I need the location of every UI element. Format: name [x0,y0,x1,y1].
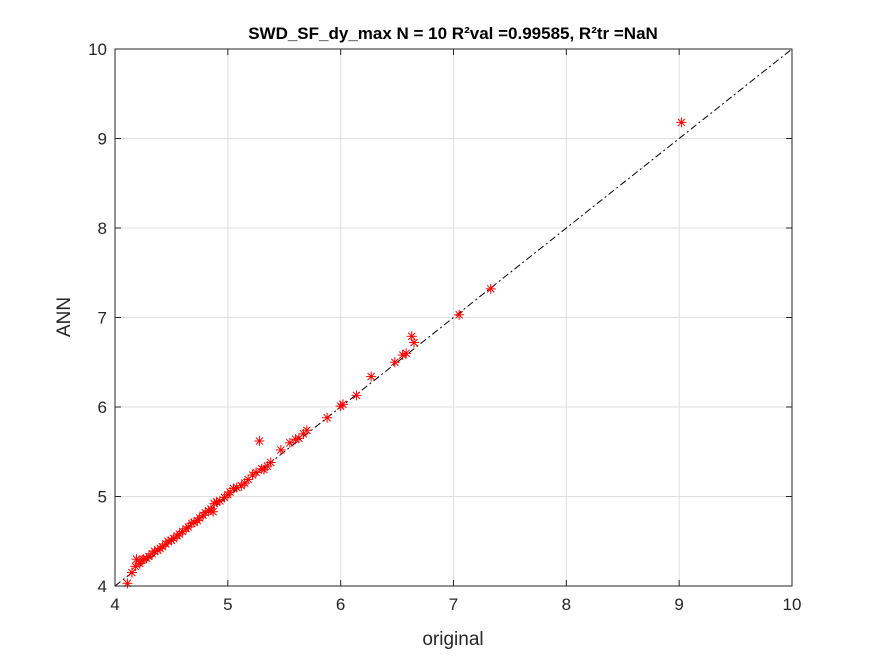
reference-line [114,48,793,587]
data-point [265,457,276,468]
y-axis-label: ANN [54,297,75,337]
data-point [401,348,412,359]
data-point [676,117,687,128]
y-tick-label: 7 [98,309,107,328]
data-point [322,412,333,423]
data-point [126,567,137,578]
axis-ticks: 4 5 6 7 8 9 10 4 5 6 7 8 9 10 [88,40,801,614]
y-tick-label: 6 [98,398,107,417]
x-tick-label: 8 [562,595,571,614]
x-tick-label: 5 [223,595,232,614]
data-point [366,371,377,382]
data-point [284,437,295,448]
data-point [351,390,362,401]
data-point [409,337,420,348]
data-point [337,399,348,410]
data-point [301,425,312,436]
data-point [208,506,219,517]
data-point [251,467,262,478]
data-point [275,444,286,455]
y-tick-label: 9 [98,130,107,149]
data-point [485,283,496,294]
data-point [389,357,400,368]
data-point [122,578,133,589]
y-tick-label: 4 [98,577,107,596]
identity-line [114,48,793,587]
data-point [454,309,465,320]
y-tick-label: 8 [98,219,107,238]
x-tick-label: 6 [336,595,345,614]
x-axis-label: original [422,629,483,650]
x-tick-label: 10 [783,595,802,614]
data-point [254,436,265,447]
y-tick-label: 5 [98,488,107,507]
y-tick-label: 10 [88,40,107,59]
data-points [122,117,687,589]
x-tick-label: 7 [449,595,458,614]
x-tick-label: 4 [110,595,119,614]
chart-title: SWD_SF_dy_max N = 10 R²val =0.99585, R²t… [248,24,658,43]
x-tick-label: 9 [674,595,683,614]
